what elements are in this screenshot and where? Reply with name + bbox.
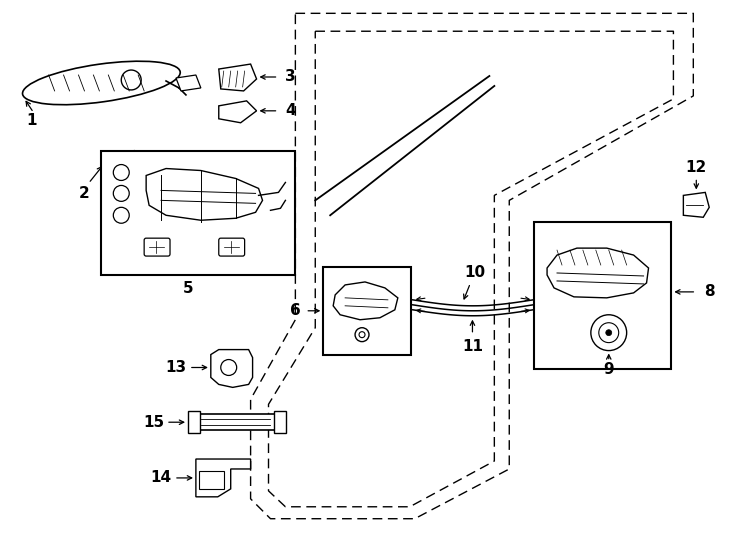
Polygon shape: [683, 192, 709, 217]
Text: 15: 15: [144, 415, 164, 430]
Circle shape: [606, 330, 611, 336]
Text: 14: 14: [150, 470, 172, 485]
Bar: [101, 151, 295, 275]
Text: 10: 10: [464, 266, 485, 280]
Text: 3: 3: [285, 70, 296, 84]
Bar: [196, 414, 277, 430]
Polygon shape: [196, 459, 250, 497]
Polygon shape: [106, 151, 138, 173]
Polygon shape: [176, 75, 201, 91]
Text: 5: 5: [183, 281, 193, 296]
Text: 6: 6: [290, 303, 301, 318]
Text: 7: 7: [322, 327, 333, 342]
Text: 2: 2: [79, 186, 90, 201]
Text: 9: 9: [603, 362, 614, 377]
Bar: [188, 411, 200, 433]
FancyBboxPatch shape: [219, 238, 244, 256]
Polygon shape: [219, 101, 257, 123]
Polygon shape: [146, 168, 263, 220]
Text: 8: 8: [704, 285, 714, 299]
Bar: [534, 222, 672, 369]
FancyBboxPatch shape: [144, 238, 170, 256]
Polygon shape: [547, 248, 649, 298]
Polygon shape: [211, 349, 252, 387]
Text: 12: 12: [686, 160, 707, 175]
Text: 11: 11: [462, 339, 483, 354]
Bar: [275, 411, 286, 433]
Ellipse shape: [23, 61, 181, 105]
Text: 13: 13: [165, 360, 186, 375]
Bar: [199, 471, 224, 489]
Polygon shape: [333, 282, 398, 320]
Text: 1: 1: [26, 113, 37, 129]
Bar: [323, 267, 411, 355]
Polygon shape: [219, 64, 257, 91]
Text: 4: 4: [285, 103, 296, 118]
